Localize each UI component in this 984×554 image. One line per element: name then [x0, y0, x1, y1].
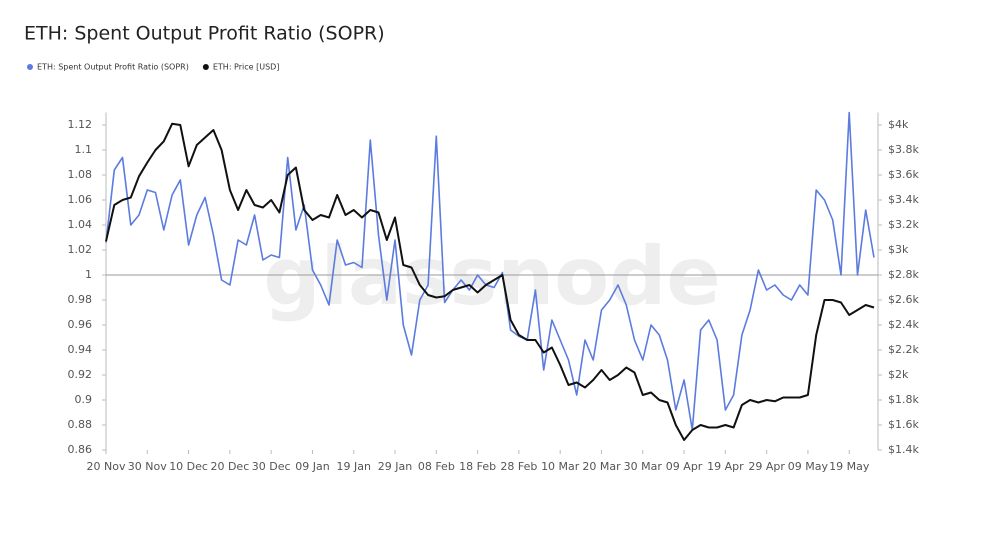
x-tick-label: 10 Mar — [541, 460, 580, 473]
y-tick-label: 1.1 — [75, 143, 93, 156]
x-tick-label: 28 Feb — [500, 460, 537, 473]
y2-tick-label: $3.2k — [888, 218, 919, 231]
y2-tick-label: $2.2k — [888, 343, 919, 356]
x-tick-label: 30 Nov — [128, 460, 167, 473]
x-tick-label: 09 Jan — [295, 460, 329, 473]
chart-title: ETH: Spent Output Profit Ratio (SOPR) — [24, 23, 385, 45]
series-line — [105, 111, 875, 431]
x-tick-label: 19 Jan — [337, 460, 371, 473]
legend-label: ETH: Price [USD] — [213, 63, 280, 72]
y-tick-label: 0.96 — [68, 318, 93, 331]
series-line — [105, 122, 875, 441]
x-tick-label: 29 Apr — [748, 460, 785, 473]
x-tick-label: 18 Feb — [459, 460, 496, 473]
y2-tick-label: $3.6k — [888, 168, 919, 181]
y-tick-label: 0.92 — [68, 368, 93, 381]
x-tick-label: 10 Dec — [169, 460, 208, 473]
x-tick-label: 30 Dec — [252, 460, 291, 473]
y2-tick-label: $3k — [888, 243, 909, 256]
y2-tick-label: $1.6k — [888, 418, 919, 431]
y-tick-label: 0.98 — [68, 293, 93, 306]
y2-tick-label: $2.8k — [888, 268, 919, 281]
y2-tick-label: $1.4k — [888, 443, 919, 456]
y-tick-label: 0.9 — [75, 393, 93, 406]
x-tick-label: 09 Apr — [666, 460, 703, 473]
y-tick-label: 1.06 — [68, 193, 93, 206]
y-tick-label: 0.88 — [68, 418, 93, 431]
y2-tick-label: $3.8k — [888, 143, 919, 156]
x-tick-label: 20 Dec — [210, 460, 249, 473]
x-tick-label: 08 Feb — [418, 460, 455, 473]
y-tick-label: 1.02 — [68, 243, 93, 256]
y2-tick-label: $1.8k — [888, 393, 919, 406]
x-tick-label: 29 Jan — [378, 460, 412, 473]
y2-tick-label: $4k — [888, 118, 909, 131]
y2-tick-label: $2.4k — [888, 318, 919, 331]
y-tick-label: 1.08 — [68, 168, 93, 181]
legend-label: ETH: Spent Output Profit Ratio (SOPR) — [37, 63, 189, 72]
x-tick-label: 19 May — [829, 460, 870, 473]
y-tick-label: 0.86 — [68, 443, 93, 456]
y-tick-label: 1 — [85, 268, 92, 281]
x-tick-label: 09 May — [788, 460, 829, 473]
y2-tick-label: $3.4k — [888, 193, 919, 206]
y-tick-label: 1.12 — [68, 118, 93, 131]
x-tick-label: 20 Nov — [87, 460, 126, 473]
legend-marker — [202, 64, 209, 70]
y-tick-label: 1.04 — [68, 218, 93, 231]
y2-tick-label: $2k — [888, 368, 909, 381]
legend-marker — [27, 64, 33, 70]
y-tick-label: 0.94 — [68, 343, 93, 356]
y2-tick-label: $2.6k — [888, 293, 919, 306]
x-tick-label: 19 Apr — [707, 460, 744, 473]
x-tick-label: 30 Mar — [624, 460, 663, 473]
x-tick-label: 20 Mar — [582, 460, 621, 473]
